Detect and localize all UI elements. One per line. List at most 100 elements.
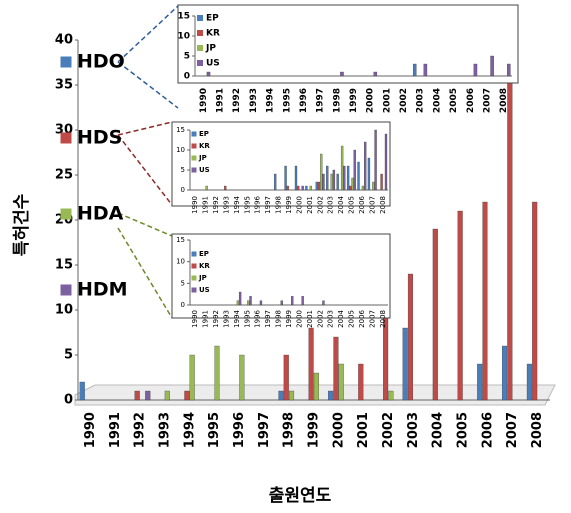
connector	[117, 61, 179, 109]
legend-label: HDS	[77, 127, 122, 149]
bar	[346, 165, 350, 191]
x-tick-label: 2001	[306, 310, 314, 328]
x-tick-label: 2007	[368, 196, 376, 214]
legend-swatch	[191, 275, 197, 281]
bar	[289, 390, 295, 401]
bar	[238, 291, 242, 306]
x-tick-label: 1995	[207, 412, 222, 448]
x-tick-label: 2006	[480, 412, 495, 448]
x-tick-label: 1991	[216, 88, 226, 113]
x-tick-label: 1992	[212, 196, 220, 214]
y-tick-label: 10	[177, 32, 190, 42]
y-tick-label: 10	[176, 258, 185, 266]
bar	[317, 181, 321, 191]
bar	[224, 185, 227, 191]
connector	[117, 212, 173, 237]
legend-swatch	[191, 251, 197, 257]
legend-label: US	[199, 286, 210, 294]
x-tick-label: 2004	[337, 195, 345, 213]
x-tick-label: 2007	[482, 88, 492, 113]
x-tick-label: 1998	[282, 412, 297, 448]
bar	[351, 177, 354, 191]
x-tick-label: 1990	[199, 88, 209, 113]
legend-swatch	[60, 132, 72, 144]
x-tick-label: 1990	[83, 412, 98, 448]
bar	[315, 181, 318, 191]
bar	[164, 390, 170, 401]
bar	[380, 173, 383, 191]
connector	[117, 227, 173, 319]
x-tick-label: 1992	[212, 310, 220, 328]
x-tick-label: 1995	[243, 310, 251, 328]
bar	[322, 173, 325, 191]
bar	[336, 173, 339, 191]
bar	[384, 133, 388, 191]
x-axis-label: 출원연도	[269, 486, 332, 506]
legend-swatch	[197, 15, 203, 21]
x-tick-label: 2005	[348, 310, 356, 328]
bar	[247, 300, 250, 306]
bar	[340, 145, 344, 191]
legend-swatch	[191, 167, 197, 173]
legend-label: US	[199, 166, 210, 174]
x-tick-label: 2001	[382, 88, 392, 113]
legend-label: KR	[199, 142, 210, 150]
bar	[338, 363, 344, 401]
legend-swatch	[60, 56, 72, 68]
bar	[343, 165, 346, 191]
y-tick-label: 5	[64, 348, 73, 363]
bar	[236, 300, 240, 306]
x-tick-label: 2008	[530, 412, 545, 448]
x-tick-label: 1994	[233, 195, 241, 213]
bar	[412, 63, 417, 77]
legend-label: HDM	[77, 279, 128, 301]
y-tick-label: 15	[177, 12, 190, 22]
x-tick-label: 2004	[431, 412, 446, 448]
connector	[117, 134, 173, 206]
legend-swatch	[191, 143, 197, 149]
connector	[117, 121, 173, 136]
legend-label: KR	[206, 29, 220, 39]
bar	[353, 149, 356, 191]
bar	[313, 372, 319, 401]
legend-swatch	[197, 45, 203, 51]
x-tick-label: 2004	[432, 88, 442, 113]
bar	[308, 327, 314, 401]
bar	[340, 71, 344, 77]
bar	[301, 185, 304, 191]
x-tick-label: 1990	[191, 310, 199, 328]
x-tick-label: 1993	[249, 88, 259, 113]
bar	[330, 173, 333, 191]
bar	[239, 354, 245, 401]
bar	[482, 201, 488, 401]
y-tick-label: 0	[181, 186, 185, 194]
bar	[79, 381, 85, 401]
x-tick-label: 1997	[316, 88, 326, 113]
bar	[214, 345, 220, 401]
x-tick-label: 2006	[358, 195, 366, 213]
bar	[134, 390, 140, 401]
y-tick-label: 5	[181, 166, 185, 174]
bar	[326, 165, 329, 191]
bar	[297, 185, 300, 191]
y-tick-label: 40	[55, 33, 73, 48]
bar	[332, 169, 336, 191]
x-tick-label: 2007	[368, 310, 376, 328]
bar	[373, 71, 378, 77]
x-tick-label: 2000	[295, 310, 303, 328]
bar	[374, 129, 377, 191]
bar	[367, 157, 371, 191]
y-tick-label: 10	[55, 303, 73, 318]
x-tick-label: 2002	[316, 310, 324, 328]
bar	[305, 185, 308, 191]
x-tick-label: 1994	[182, 412, 197, 448]
x-tick-label: 2005	[456, 412, 471, 448]
x-tick-label: 1996	[254, 195, 262, 213]
x-tick-label: 1996	[254, 309, 262, 327]
x-tick-label: 1993	[222, 196, 230, 214]
bar	[372, 181, 375, 191]
bar	[259, 300, 263, 306]
y-tick-label: 10	[176, 146, 185, 154]
connector	[117, 5, 179, 63]
